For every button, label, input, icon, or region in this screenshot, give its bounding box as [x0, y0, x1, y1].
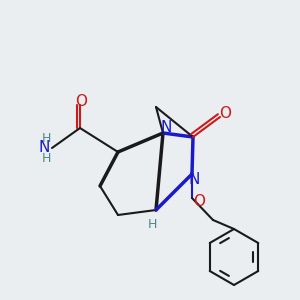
Text: H: H — [41, 152, 51, 164]
Text: H: H — [41, 131, 51, 145]
Text: N: N — [160, 119, 172, 134]
Text: O: O — [75, 94, 87, 110]
Text: H: H — [147, 218, 157, 230]
Text: O: O — [193, 194, 205, 208]
Text: N: N — [39, 140, 50, 155]
Text: N: N — [188, 172, 200, 187]
Text: O: O — [219, 106, 231, 121]
